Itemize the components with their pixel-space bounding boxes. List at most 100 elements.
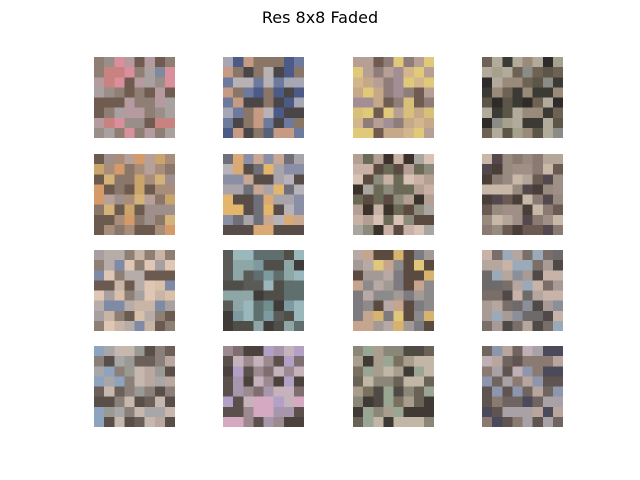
- pixel-cell: [134, 280, 145, 291]
- image-tile: [223, 57, 304, 138]
- pixel-cell: [552, 270, 563, 281]
- pixel-cell: [223, 224, 234, 235]
- pixel-cell: [492, 184, 503, 195]
- pixel-cell: [502, 356, 513, 367]
- pixel-image: [223, 250, 304, 331]
- pixel-cell: [423, 204, 434, 215]
- pixel-cell: [293, 154, 304, 165]
- pixel-cell: [492, 164, 503, 175]
- pixel-cell: [144, 57, 155, 68]
- pixel-cell: [233, 310, 244, 322]
- pixel-cell: [144, 280, 155, 291]
- image-tile: [482, 250, 563, 331]
- pixel-cell: [283, 260, 295, 271]
- pixel-cell: [243, 406, 254, 418]
- pixel-cell: [373, 376, 384, 387]
- pixel-cell: [233, 224, 244, 235]
- pixel-cell: [532, 77, 543, 88]
- pixel-cell: [542, 214, 554, 226]
- pixel-cell: [104, 366, 115, 377]
- pixel-cell: [253, 396, 264, 407]
- pixel-cell: [373, 250, 384, 261]
- pixel-cell: [114, 194, 125, 205]
- pixel-cell: [283, 346, 295, 357]
- pixel-cell: [134, 346, 145, 357]
- pixel-cell: [263, 164, 274, 175]
- pixel-cell: [423, 320, 434, 331]
- pixel-cell: [413, 194, 425, 205]
- pixel-cell: [253, 356, 264, 367]
- pixel-cell: [124, 300, 135, 311]
- pixel-cell: [363, 386, 374, 397]
- pixel-cell: [512, 184, 523, 195]
- pixel-cell: [283, 67, 295, 78]
- pixel-cell: [482, 320, 493, 331]
- pixel-cell: [522, 290, 533, 301]
- pixel-cell: [512, 396, 523, 407]
- pixel-cell: [273, 214, 284, 226]
- pixel-cell: [522, 280, 533, 291]
- pixel-cell: [482, 164, 493, 175]
- pixel-cell: [393, 224, 404, 235]
- pixel-cell: [134, 416, 145, 427]
- pixel-cell: [243, 117, 254, 129]
- pixel-cell: [154, 164, 166, 175]
- pixel-cell: [532, 290, 543, 301]
- pixel-cell: [413, 204, 425, 215]
- pixel-cell: [423, 97, 434, 108]
- pixel-cell: [512, 117, 523, 129]
- pixel-cell: [124, 416, 135, 427]
- pixel-cell: [482, 270, 493, 281]
- pixel-cell: [124, 117, 135, 129]
- pixel-cell: [134, 260, 145, 271]
- pixel-cell: [283, 280, 295, 291]
- pixel-cell: [482, 396, 493, 407]
- pixel-cell: [552, 320, 563, 331]
- pixel-cell: [114, 280, 125, 291]
- pixel-cell: [492, 57, 503, 68]
- pixel-cell: [223, 290, 234, 301]
- pixel-cell: [233, 164, 244, 175]
- pixel-cell: [154, 406, 166, 418]
- pixel-cell: [393, 184, 404, 195]
- pixel-cell: [482, 204, 493, 215]
- pixel-cell: [154, 77, 166, 88]
- pixel-cell: [403, 270, 414, 281]
- pixel-cell: [114, 107, 125, 118]
- pixel-cell: [373, 117, 384, 129]
- pixel-cell: [243, 290, 254, 301]
- pixel-cell: [482, 154, 493, 165]
- pixel-cell: [114, 184, 125, 195]
- pixel-cell: [353, 270, 364, 281]
- pixel-cell: [134, 300, 145, 311]
- pixel-cell: [423, 376, 434, 387]
- pixel-cell: [532, 396, 543, 407]
- pixel-cell: [353, 127, 364, 138]
- pixel-cell: [393, 194, 404, 205]
- pixel-cell: [383, 77, 394, 88]
- pixel-cell: [124, 270, 135, 281]
- pixel-cell: [253, 57, 264, 68]
- pixel-cell: [512, 310, 523, 322]
- pixel-cell: [94, 356, 105, 367]
- pixel-cell: [114, 57, 125, 68]
- pixel-cell: [243, 396, 254, 407]
- pixel-cell: [482, 174, 493, 185]
- pixel-cell: [413, 174, 425, 185]
- pixel-cell: [542, 184, 554, 195]
- pixel-cell: [164, 250, 175, 261]
- figure-title: Res 8x8 Faded: [261, 8, 379, 27]
- pixel-cell: [253, 280, 264, 291]
- pixel-cell: [283, 270, 295, 281]
- pixel-cell: [154, 184, 166, 195]
- pixel-cell: [542, 174, 554, 185]
- pixel-cell: [223, 117, 234, 129]
- pixel-cell: [393, 290, 404, 301]
- pixel-cell: [393, 154, 404, 165]
- pixel-cell: [124, 204, 135, 215]
- pixel-cell: [492, 396, 503, 407]
- pixel-cell: [104, 57, 115, 68]
- pixel-cell: [104, 77, 115, 88]
- pixel-cell: [542, 270, 554, 281]
- pixel-cell: [482, 366, 493, 377]
